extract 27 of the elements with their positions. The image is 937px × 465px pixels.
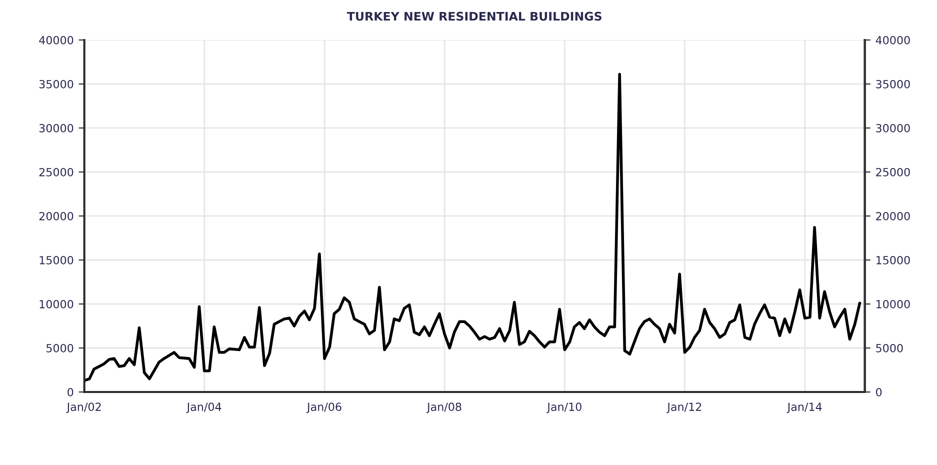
y2-tick-label: 10000 <box>876 300 910 308</box>
y-tick-label: 20000 <box>39 212 74 220</box>
y2-tick-label: 5000 <box>876 344 903 352</box>
x-tick-label: Jan/12 <box>666 402 702 414</box>
y2-tick-label: 15000 <box>876 256 910 264</box>
x-tick-label: Jan/06 <box>306 402 342 414</box>
y-tick-label: 15000 <box>40 256 74 264</box>
y-tick-label: 40000 <box>39 36 74 44</box>
y-tick-label: 30000 <box>39 124 74 132</box>
x-tick-label: Jan/14 <box>786 402 822 414</box>
x-tick-label: Jan/04 <box>186 402 222 414</box>
y-tick-label: 5000 <box>46 344 74 352</box>
y-tick-label: 0 <box>68 388 74 396</box>
y2-tick-label: 40000 <box>876 36 910 44</box>
y2-tick-label: 0 <box>876 388 882 396</box>
y-tick-label: 35000 <box>39 80 74 88</box>
y2-tick-label: 30000 <box>876 124 910 132</box>
x-tick-label: Jan/10 <box>546 402 582 414</box>
y2-tick-label: 20000 <box>876 212 910 220</box>
y-tick-label: 25000 <box>39 168 74 176</box>
line-series <box>84 72 862 382</box>
y-tick-label: 10000 <box>40 300 74 308</box>
chart-title: TURKEY NEW RESIDENTIAL BUILDINGS <box>346 12 602 21</box>
y2-tick-label: 25000 <box>876 168 910 176</box>
x-tick-label: Jan/02 <box>66 402 101 414</box>
y2-tick-label: 35000 <box>876 80 910 88</box>
x-tick-label: Jan/08 <box>426 402 462 414</box>
